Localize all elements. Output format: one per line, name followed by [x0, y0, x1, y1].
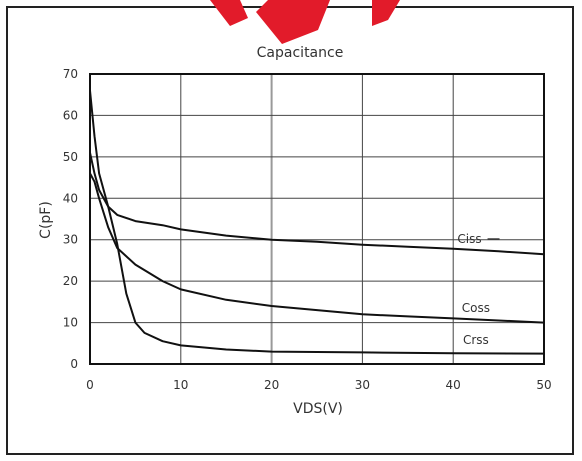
- watermark-shape-left: [210, 0, 248, 26]
- y-tick-labels: 0 10 20 30 40 50 60 70: [63, 67, 78, 371]
- y-tick-label: 0: [70, 357, 78, 371]
- x-tick-label: 50: [536, 378, 551, 392]
- chart-frame: [6, 6, 574, 455]
- series-line-crss: [89, 90, 545, 355]
- series-lines: [89, 90, 545, 355]
- series-label-coss: Coss: [462, 301, 490, 315]
- y-tick-label: 10: [63, 316, 78, 330]
- chart-title: Capacitance: [257, 45, 344, 61]
- plot-border: [89, 73, 545, 365]
- series-line-coss: [89, 172, 545, 324]
- x-tick-label: 10: [173, 378, 188, 392]
- y-tick-label: 30: [63, 233, 78, 247]
- y-tick-label: 20: [63, 274, 78, 288]
- x-tick-label: 0: [86, 378, 94, 392]
- x-tick-label: 20: [264, 378, 279, 392]
- x-tick-label: 40: [446, 378, 461, 392]
- x-tick-labels: 0 10 20 30 40 50: [86, 378, 551, 392]
- y-tick-label: 70: [63, 67, 78, 81]
- watermark-shape-right: [372, 0, 400, 26]
- y-tick-label: 40: [63, 191, 78, 205]
- series-label-crss: Crss: [463, 333, 489, 347]
- y-axis-label: C(pF): [38, 201, 54, 239]
- series-label-ciss: Ciss: [457, 232, 481, 246]
- watermark-shape-mid: [256, 0, 330, 44]
- series-line-ciss: [89, 152, 545, 256]
- x-axis-label: VDS(V): [293, 401, 343, 417]
- y-tick-label: 60: [63, 108, 78, 122]
- series-labels: Ciss Coss Crss: [457, 232, 500, 347]
- y-tick-label: 50: [63, 150, 78, 164]
- x-tick-label: 30: [355, 378, 370, 392]
